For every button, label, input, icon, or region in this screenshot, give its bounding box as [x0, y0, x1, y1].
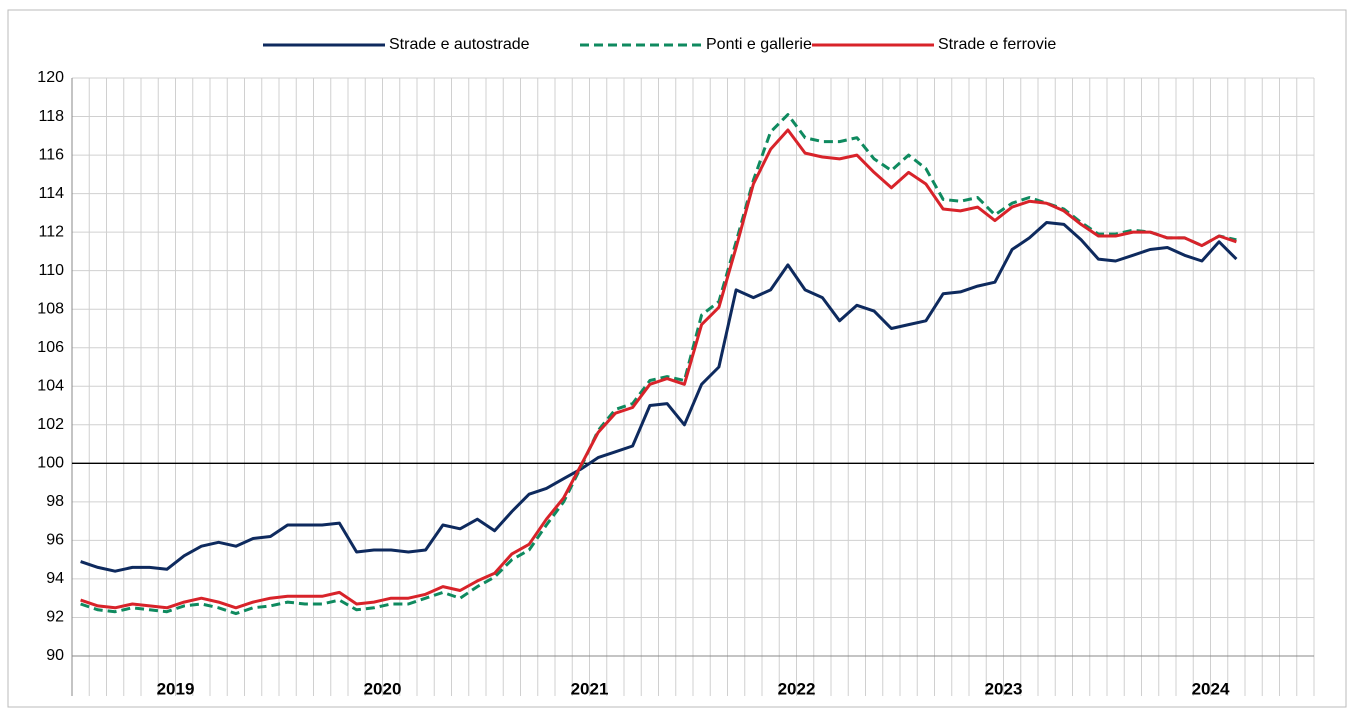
x-tick-label: 2021 [571, 679, 609, 698]
y-tick-label: 118 [38, 108, 64, 125]
y-tick-label: 114 [38, 185, 64, 202]
y-tick-label: 100 [37, 455, 64, 472]
y-tick-label: 92 [46, 609, 64, 626]
x-tick-label: 2024 [1192, 679, 1230, 698]
series-line [80, 113, 1237, 616]
y-tick-label: 120 [37, 69, 64, 86]
chart-frame [7, 9, 1347, 708]
series-line [80, 221, 1238, 573]
y-tick-label: 110 [38, 262, 64, 279]
x-tick-label: 2023 [985, 679, 1023, 698]
x-tick-label: 2022 [778, 679, 816, 698]
y-tick-label: 94 [46, 570, 64, 587]
legend-label: Strade e autostrade [389, 36, 530, 53]
y-tick-label: 98 [46, 493, 64, 510]
y-tick-label: 106 [37, 339, 64, 356]
y-tick-label: 104 [37, 377, 64, 394]
legend-label: Ponti e gallerie [706, 36, 812, 53]
y-tick-label: 108 [37, 300, 64, 317]
y-tick-label: 102 [37, 416, 64, 433]
x-tick-label: 2019 [157, 679, 195, 698]
y-tick-label: 116 [38, 146, 64, 163]
y-tick-label: 112 [38, 223, 64, 240]
legend-label: Strade e ferrovie [938, 36, 1056, 53]
x-tick-label: 2020 [364, 679, 402, 698]
y-tick-label: 96 [46, 532, 64, 549]
y-tick-label: 90 [46, 647, 64, 664]
series-line [80, 128, 1237, 610]
